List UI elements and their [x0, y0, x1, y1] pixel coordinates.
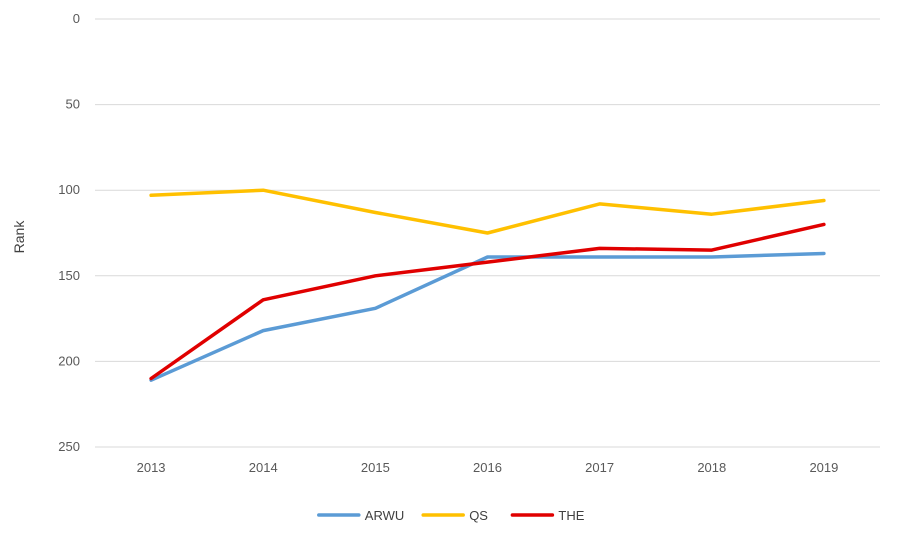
y-tick-label-250: 250 [58, 439, 80, 454]
y-tick-label-100: 100 [58, 182, 80, 197]
y-axis-title: Rank [11, 220, 27, 254]
series-line-qs [149, 188, 826, 235]
x-tick-label-2015: 2015 [361, 460, 390, 475]
x-tick-label-2019: 2019 [809, 460, 838, 475]
series-layer [149, 188, 826, 382]
y-tick-label-50: 50 [66, 97, 80, 112]
legend-label-the: THE [558, 508, 584, 523]
x-tick-label-2016: 2016 [473, 460, 502, 475]
x-tick-label-2017: 2017 [585, 460, 614, 475]
y-tick-label-150: 150 [58, 268, 80, 283]
x-tick-label-2018: 2018 [697, 460, 726, 475]
y-tick-label-0: 0 [73, 11, 80, 26]
y-tick-labels: 0 50 100 150 200 250 [58, 11, 80, 454]
x-tick-label-2013: 2013 [137, 460, 166, 475]
x-tick-labels: 2013 2014 2015 2016 2017 2018 2019 [137, 460, 839, 475]
x-tick-label-2014: 2014 [249, 460, 278, 475]
y-tick-label-200: 200 [58, 353, 80, 368]
legend-label-arwu: ARWU [365, 508, 404, 523]
series-line-the [149, 222, 826, 381]
legend-label-qs: QS [469, 508, 488, 523]
legend: ARWU QS THE [317, 508, 585, 523]
series-line-arwu [149, 251, 826, 382]
